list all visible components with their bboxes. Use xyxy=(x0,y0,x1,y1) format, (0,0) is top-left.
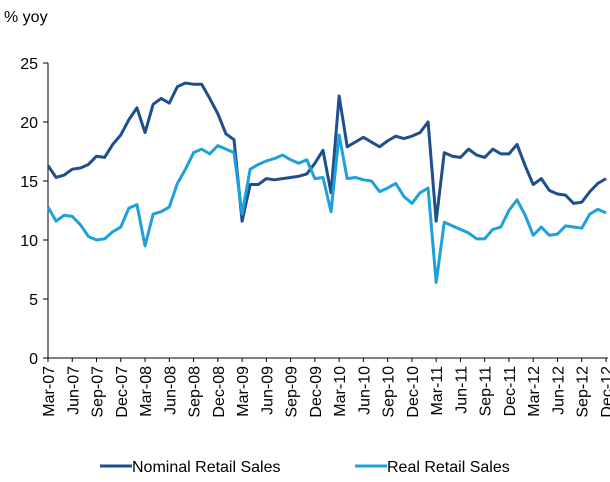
x-tick-label: Mar-11 xyxy=(429,366,446,416)
x-tick-label: Jun-11 xyxy=(453,366,470,414)
x-tick-label: Dec-11 xyxy=(502,366,519,416)
y-tick-label: 20 xyxy=(20,115,38,132)
x-tick-label: Dec-10 xyxy=(405,366,422,418)
x-tick-label: Mar-12 xyxy=(526,366,543,417)
line-series xyxy=(46,81,607,223)
x-tick-label: Dec-09 xyxy=(308,366,325,418)
y-tick-label: 5 xyxy=(29,292,38,309)
legend-label: Nominal Retail Sales xyxy=(132,459,281,476)
x-tick-label: Mar-09 xyxy=(235,366,252,417)
x-tick-label: Dec-08 xyxy=(211,366,228,418)
legend-label: Real Retail Sales xyxy=(387,459,510,476)
y-tick-label: 25 xyxy=(20,56,38,73)
y-tick-label: 15 xyxy=(20,174,38,191)
x-tick-label: Mar-10 xyxy=(332,366,349,417)
x-tick-label: Sep-08 xyxy=(187,366,204,418)
x-tick-label: Sep-10 xyxy=(381,366,398,418)
x-tick-label: Sep-11 xyxy=(478,366,495,417)
x-tick-label: Sep-12 xyxy=(575,366,592,418)
x-tick-label: Sep-09 xyxy=(284,366,301,418)
y-tick-label: 10 xyxy=(20,233,38,250)
x-tick-label: Jun-12 xyxy=(550,366,567,415)
line-series xyxy=(46,133,607,284)
y-tick-label: 0 xyxy=(29,351,38,368)
y-axis-label: % yoy xyxy=(4,9,48,26)
x-tick-label: Mar-08 xyxy=(138,366,155,417)
x-tick-label: Jun-09 xyxy=(259,366,276,415)
x-tick-label: Jun-08 xyxy=(162,366,179,415)
x-tick-label: Mar-07 xyxy=(41,366,58,417)
x-tick-label: Jun-10 xyxy=(356,366,373,415)
x-tick-label: Dec-12 xyxy=(599,366,610,418)
x-tick-label: Jun-07 xyxy=(65,366,82,415)
x-tick-label: Sep-07 xyxy=(90,366,107,418)
x-tick-label: Dec-07 xyxy=(114,366,131,418)
